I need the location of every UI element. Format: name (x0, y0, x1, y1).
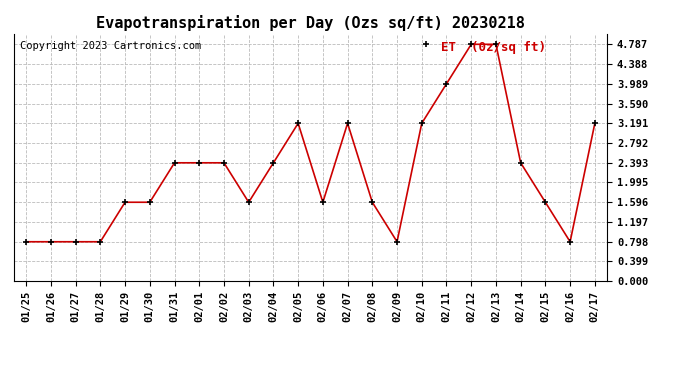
Text: Copyright 2023 Cartronics.com: Copyright 2023 Cartronics.com (20, 41, 201, 51)
Title: Evapotranspiration per Day (Ozs sq/ft) 20230218: Evapotranspiration per Day (Ozs sq/ft) 2… (96, 15, 525, 31)
Text: ET  (0z/sq ft): ET (0z/sq ft) (441, 41, 546, 54)
